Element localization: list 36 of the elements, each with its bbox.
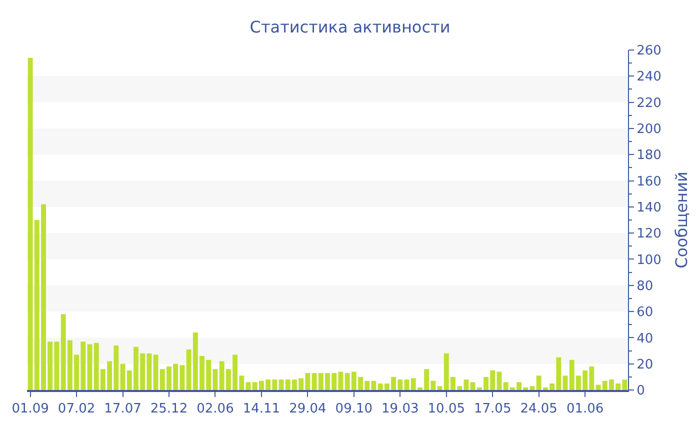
x-tick-label: 19.03 [382, 402, 419, 417]
y2-axis-title: Сообщений [672, 172, 692, 268]
y2-tick-label: 100 [636, 252, 662, 268]
x-tick-label: 02.06 [196, 402, 234, 417]
bar [87, 344, 92, 390]
x-tick-label: 29.04 [289, 402, 326, 417]
y2-tick-label: 60 [636, 305, 654, 320]
y2-tick-label: 220 [636, 96, 662, 111]
y2-tick-label: 200 [636, 122, 662, 138]
bar [120, 364, 126, 390]
x-tick-label: 25.12 [150, 402, 188, 417]
x-tick-label: 14.11 [242, 402, 280, 417]
y2-tick-label: 120 [636, 226, 662, 242]
y2-tick-label: 140 [636, 200, 662, 216]
bar [212, 369, 218, 390]
y2-tick-label: 240 [636, 70, 662, 85]
x-tick-label: 09.10 [335, 402, 373, 417]
chart-title: Статистика активности [250, 18, 450, 37]
x-tick-label: 01.06 [566, 402, 604, 417]
x-tick-label: 10.05 [428, 402, 465, 417]
bar [562, 376, 568, 390]
y2-tick-label: 180 [636, 148, 662, 164]
bar [404, 380, 410, 390]
x-tick-label: 17.05 [474, 402, 512, 417]
x-tick-label: 17.07 [104, 402, 142, 417]
y2-tick-label: 40 [636, 331, 654, 346]
y2-tick-label: 0 [636, 384, 645, 399]
y2-tick-label: 80 [636, 278, 654, 294]
bar [530, 386, 535, 390]
y2-tick-label: 20 [636, 357, 654, 372]
y2-tick-label: 260 [636, 44, 662, 59]
bar [246, 382, 251, 390]
x-tick-label: 01.09 [12, 402, 49, 417]
x-tick-label: 24.05 [520, 402, 558, 417]
x-tick-label: 07.02 [58, 402, 96, 417]
y2-tick-label: 160 [636, 174, 662, 190]
